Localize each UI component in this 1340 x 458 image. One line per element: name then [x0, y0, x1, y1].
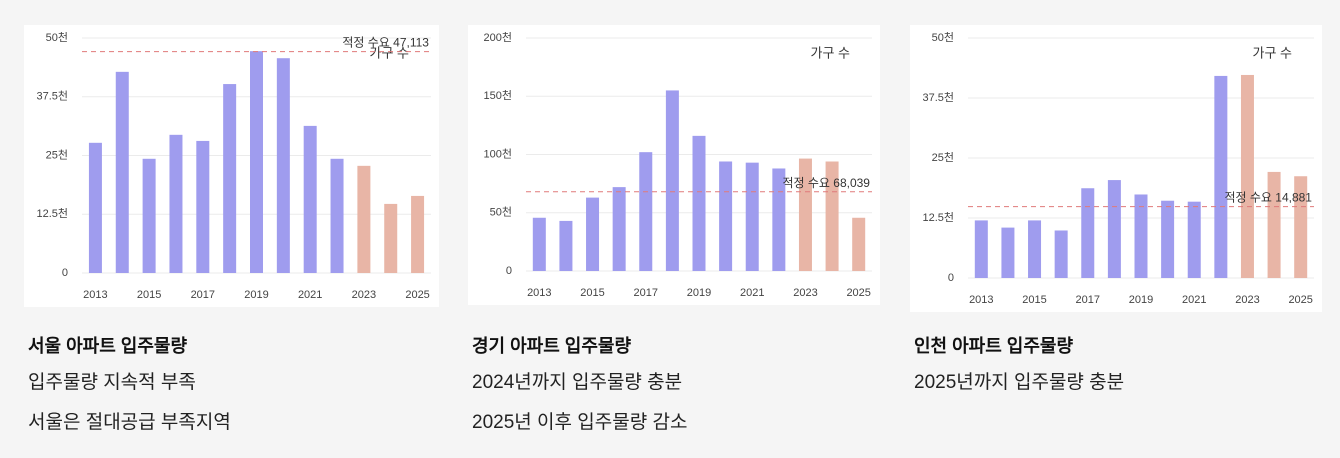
bar	[665, 90, 679, 271]
bar	[1001, 227, 1015, 278]
y-tick-label: 25천	[932, 150, 954, 164]
bar	[825, 161, 839, 271]
y-tick-label: 37.5천	[922, 90, 954, 104]
x-tick-label: 2023	[1235, 294, 1259, 306]
x-tick-label: 2015	[137, 289, 161, 301]
bar	[88, 142, 102, 273]
bar	[798, 158, 812, 271]
bar	[974, 220, 988, 278]
x-tick-label: 2015	[1022, 294, 1046, 306]
y-tick-label: 150천	[484, 88, 512, 102]
x-tick-label: 2017	[634, 287, 658, 299]
y-tick-label: 50천	[46, 30, 68, 44]
y-tick-label: 0	[62, 267, 68, 279]
bar	[1161, 200, 1175, 278]
bar	[586, 197, 600, 271]
bar	[250, 51, 263, 273]
bar	[1187, 201, 1201, 278]
bar	[384, 203, 398, 273]
bar	[1267, 171, 1281, 278]
bar	[276, 58, 290, 274]
bar	[1107, 180, 1121, 278]
caption-title: 인천 아파트 입주물량	[914, 335, 1073, 356]
caption-line: 2024년까지 입주물량 충분	[472, 371, 682, 393]
caption-line: 2025년까지 입주물량 충분	[914, 371, 1124, 393]
bar	[411, 195, 425, 273]
y-tick-label: 0	[948, 272, 954, 284]
bar	[559, 220, 573, 271]
bar	[1214, 75, 1228, 278]
x-tick-label: 2013	[527, 287, 551, 299]
reference-label: 적정 수요 68,039	[782, 176, 870, 190]
legend-label: 가구 수	[1253, 45, 1293, 60]
bar	[142, 158, 156, 273]
bar	[196, 140, 210, 273]
bar	[330, 158, 344, 273]
bar	[1240, 74, 1254, 279]
x-tick-label: 2015	[580, 287, 604, 299]
x-tick-label: 2013	[969, 294, 993, 306]
y-tick-label: 25천	[46, 147, 68, 161]
x-tick-label: 2023	[352, 289, 376, 301]
bar	[639, 152, 653, 271]
x-tick-label: 2025	[1288, 294, 1312, 306]
caption-line: 입주물량 지속적 부족	[28, 371, 196, 393]
x-tick-label: 2019	[1129, 294, 1153, 306]
bar	[719, 161, 733, 271]
bar	[1028, 220, 1042, 278]
bar	[1081, 188, 1095, 278]
bar	[223, 84, 237, 273]
bar	[745, 162, 759, 271]
x-tick-label: 2019	[687, 287, 711, 299]
bar	[532, 217, 546, 271]
x-tick-label: 2025	[405, 289, 429, 301]
bar	[303, 125, 317, 273]
bar	[1054, 230, 1068, 278]
bar	[692, 135, 706, 271]
caption-title: 서울 아파트 입주물량	[28, 335, 187, 356]
x-tick-label: 2021	[1182, 294, 1206, 306]
bar	[612, 187, 626, 271]
bar	[772, 168, 786, 271]
x-tick-label: 2013	[83, 289, 107, 301]
y-tick-label: 100천	[484, 146, 512, 160]
reference-label: 적정 수요 47,113	[342, 36, 429, 50]
caption-line: 2025년 이후 입주물량 감소	[472, 411, 687, 433]
bar	[852, 217, 866, 271]
y-tick-label: 50천	[490, 205, 512, 219]
bar	[115, 71, 129, 273]
x-tick-label: 2021	[298, 289, 322, 301]
bar	[1294, 176, 1308, 278]
x-tick-label: 2019	[244, 289, 268, 301]
reference-label: 적정 수요 14,881	[1224, 191, 1312, 205]
x-tick-label: 2025	[846, 287, 870, 299]
bar	[1134, 194, 1148, 278]
y-tick-label: 200천	[484, 30, 512, 44]
bar	[357, 165, 371, 273]
x-tick-label: 2023	[793, 287, 817, 299]
x-tick-label: 2017	[1076, 294, 1100, 306]
x-tick-label: 2017	[191, 289, 215, 301]
legend-label: 가구 수	[811, 45, 851, 60]
y-tick-label: 0	[506, 265, 512, 277]
legend-label: 가구 수	[370, 45, 410, 60]
x-tick-label: 2021	[740, 287, 764, 299]
caption-title: 경기 아파트 입주물량	[472, 335, 631, 356]
bar	[169, 134, 183, 273]
y-tick-label: 50천	[932, 30, 954, 44]
y-tick-label: 37.5천	[36, 89, 68, 103]
y-tick-label: 12.5천	[36, 206, 68, 220]
caption-line: 서울은 절대공급 부족지역	[28, 411, 231, 433]
y-tick-label: 12.5천	[922, 210, 954, 224]
